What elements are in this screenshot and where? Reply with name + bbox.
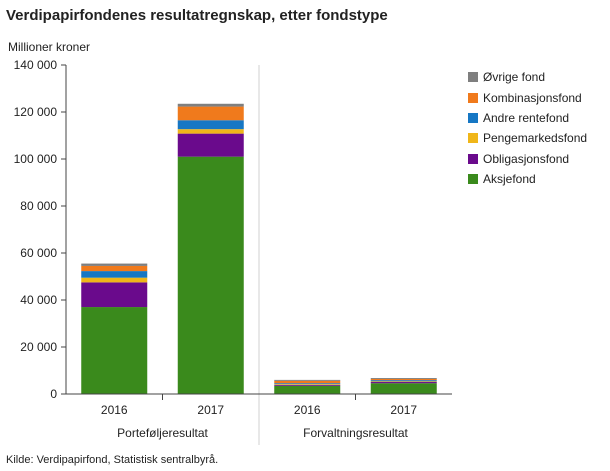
legend-item: Aksjefond bbox=[468, 169, 587, 189]
bar-andre-rentefond-1 bbox=[177, 120, 244, 130]
legend-item: Kombinasjonsfond bbox=[468, 87, 587, 107]
x-tick-label: 2016 bbox=[101, 403, 128, 417]
bar-aksjefond-1 bbox=[177, 156, 244, 394]
chart-legend: Øvrige fond Kombinasjonsfond Andre rentefo… bbox=[468, 67, 587, 189]
x-tick-label: 2016 bbox=[294, 403, 321, 417]
source-note: Kilde: Verdipapirfond, Statistisk sentra… bbox=[6, 454, 219, 466]
y-tick-label: 80 000 bbox=[20, 199, 57, 213]
x-tick-label: 2017 bbox=[390, 403, 417, 417]
bar-obligasjonsfond-0 bbox=[81, 282, 148, 308]
bar--vrige-fond-3 bbox=[370, 378, 437, 379]
y-tick-label: 0 bbox=[50, 387, 57, 401]
bar--vrige-fond-0 bbox=[81, 263, 148, 266]
legend-item: Pengemarkedsfond bbox=[468, 128, 587, 148]
legend-label: Obligasjonsfond bbox=[483, 151, 570, 166]
legend-item: Øvrige fond bbox=[468, 67, 587, 87]
bar--vrige-fond-1 bbox=[177, 103, 244, 107]
legend-swatch bbox=[468, 72, 478, 83]
bar-pengemarkedsfond-0 bbox=[81, 277, 148, 283]
bar-pengemarkedsfond-2 bbox=[274, 384, 341, 385]
bar-obligasjonsfond-1 bbox=[177, 133, 244, 157]
x-tick-label: 2017 bbox=[197, 403, 224, 417]
legend-swatch bbox=[468, 153, 478, 164]
x-group-label: Forvaltningsresultat bbox=[303, 426, 408, 440]
bar-andre-rentefond-2 bbox=[274, 383, 341, 385]
y-tick-label: 40 000 bbox=[20, 293, 57, 307]
legend-swatch bbox=[468, 174, 478, 185]
bar-aksjefond-2 bbox=[274, 385, 341, 394]
x-group-label: Porteføljeresultat bbox=[117, 426, 208, 440]
legend-item: Andre rentefond bbox=[468, 108, 587, 128]
y-tick-label: 140 000 bbox=[14, 58, 58, 72]
chart-title: Verdipapirfondenes resultatregnskap, ett… bbox=[6, 7, 388, 24]
bar-andre-rentefond-3 bbox=[370, 380, 437, 382]
y-axis-label: Millioner kroner bbox=[8, 40, 91, 54]
bar-pengemarkedsfond-3 bbox=[370, 381, 437, 383]
legend-swatch bbox=[468, 133, 478, 144]
bar-kombinasjonsfond-3 bbox=[370, 378, 437, 381]
legend-label: Kombinasjonsfond bbox=[483, 90, 582, 105]
legend-label: Aksjefond bbox=[483, 172, 536, 187]
legend-swatch bbox=[468, 92, 478, 103]
bar-kombinasjonsfond-2 bbox=[274, 380, 341, 384]
legend-item: Obligasjonsfond bbox=[468, 149, 587, 169]
bar-obligasjonsfond-2 bbox=[274, 384, 341, 386]
bar-kombinasjonsfond-1 bbox=[177, 106, 244, 121]
bar-pengemarkedsfond-1 bbox=[177, 129, 244, 134]
legend-swatch bbox=[468, 112, 478, 123]
legend-label: Øvrige fond bbox=[483, 70, 546, 85]
legend-label: Andre rentefond bbox=[483, 110, 570, 125]
bar--vrige-fond-2 bbox=[274, 379, 341, 381]
bar-aksjefond-0 bbox=[81, 307, 148, 394]
y-tick-label: 60 000 bbox=[20, 246, 57, 260]
bar-obligasjonsfond-3 bbox=[370, 382, 437, 384]
bar-aksjefond-3 bbox=[370, 383, 437, 394]
y-tick-label: 100 000 bbox=[14, 152, 58, 166]
legend-label: Pengemarkedsfond bbox=[483, 131, 588, 146]
bar-andre-rentefond-0 bbox=[81, 271, 148, 278]
y-tick-label: 120 000 bbox=[14, 105, 58, 119]
y-tick-label: 20 000 bbox=[20, 340, 57, 354]
bar-kombinasjonsfond-0 bbox=[81, 265, 148, 272]
